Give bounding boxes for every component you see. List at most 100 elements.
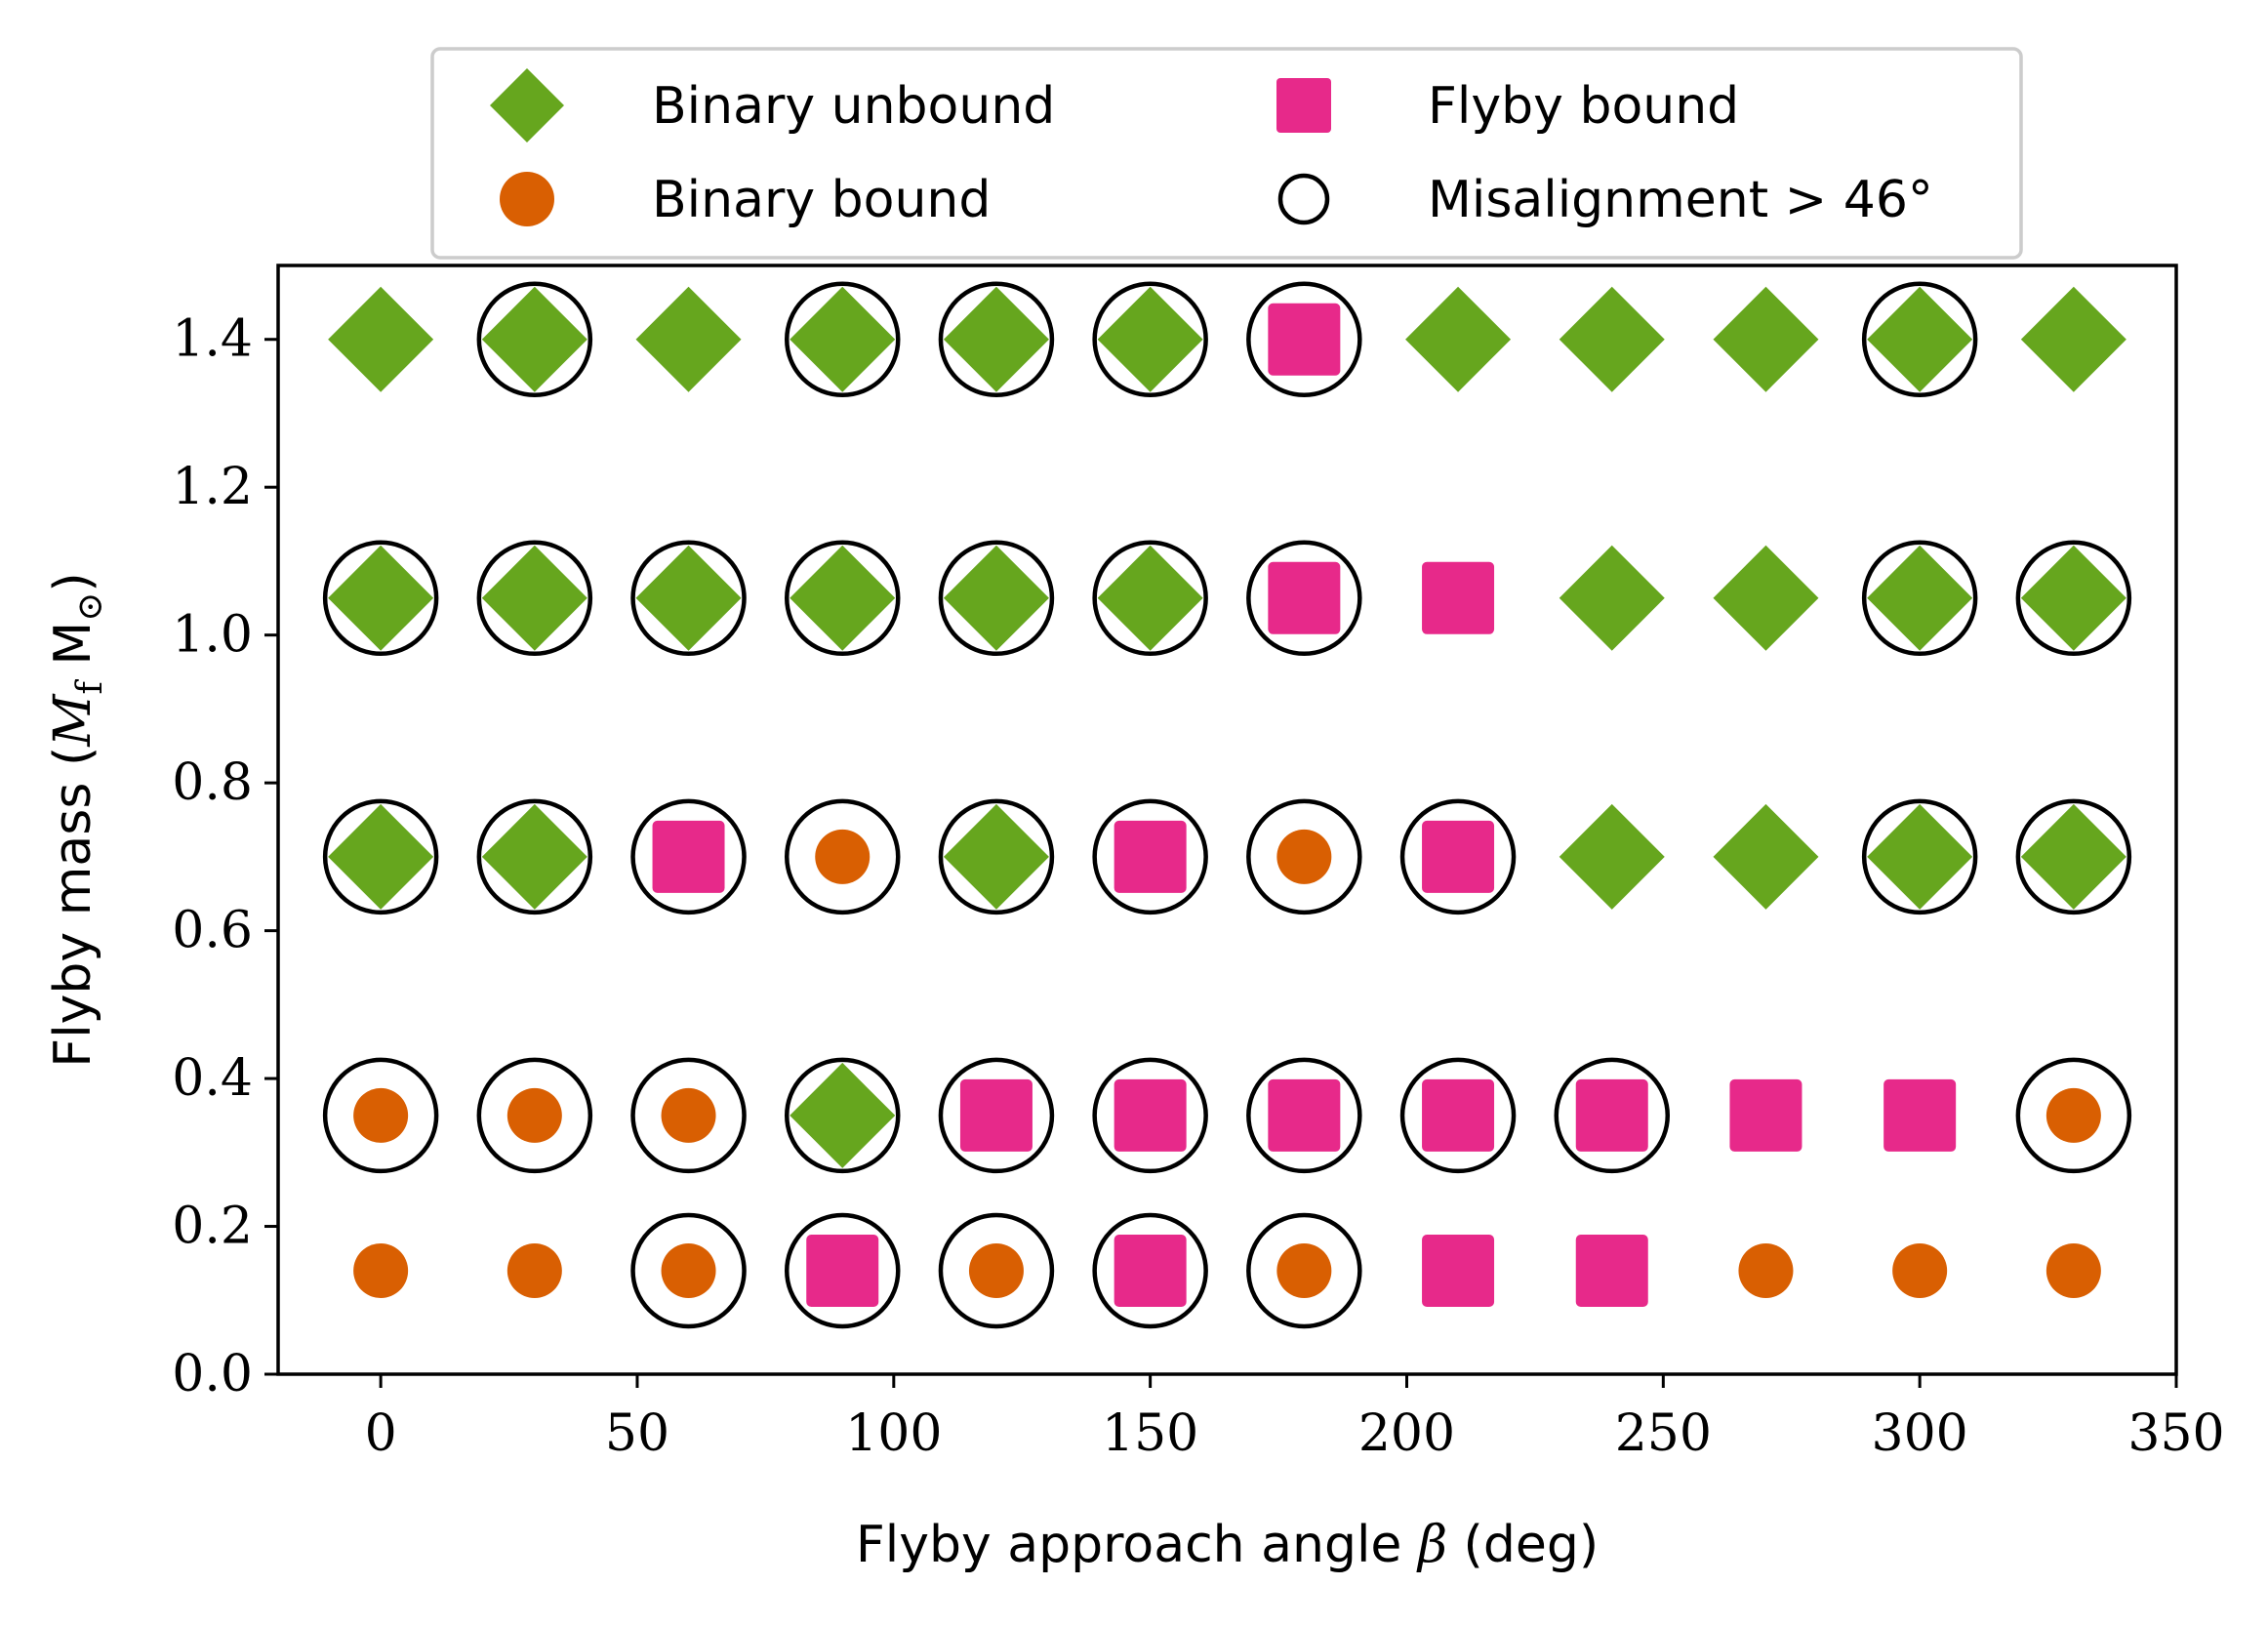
binary-bound-point bbox=[506, 1087, 562, 1143]
flyby-bound-point bbox=[1422, 1078, 1495, 1152]
misalignment-ring bbox=[1861, 798, 1978, 915]
legend-item-flyby-bound: Flyby bound bbox=[1276, 77, 1739, 136]
misalignment-ring bbox=[784, 798, 901, 915]
legend-label: Flyby bound bbox=[1428, 77, 1739, 136]
x-tick-label: 350 bbox=[2127, 1404, 2224, 1463]
binary-unbound-point bbox=[943, 286, 1049, 392]
plot-frame bbox=[276, 264, 2178, 1376]
flyby-bound-point bbox=[1575, 1234, 1648, 1307]
x-axis-label: Flyby approach angle β (deg) bbox=[856, 1516, 1599, 1574]
legend-label: Binary unbound bbox=[652, 77, 1055, 136]
axis-labels: Flyby approach angle β (deg) Flyby mass (… bbox=[44, 572, 1599, 1574]
binary-bound-point bbox=[2045, 1087, 2101, 1143]
misalignment-ring bbox=[1092, 1212, 1208, 1329]
data-points bbox=[322, 281, 2132, 1329]
legend-marker-icon bbox=[500, 172, 554, 226]
binary-unbound-point bbox=[1867, 286, 1973, 392]
flyby-bound-point bbox=[1422, 1234, 1495, 1307]
binary-unbound-point bbox=[635, 545, 742, 651]
binary-unbound-point bbox=[481, 803, 587, 910]
misalignment-ring bbox=[1246, 540, 1362, 657]
flyby-bound-point bbox=[1729, 1078, 1802, 1152]
flyby-bound-point bbox=[1575, 1078, 1648, 1152]
y-tick-label: 0.0 bbox=[172, 1345, 253, 1403]
flyby-bound-point bbox=[1268, 303, 1341, 376]
misalignment-ring bbox=[938, 798, 1055, 915]
misalignment-ring bbox=[630, 540, 747, 657]
x-tick-label: 0 bbox=[365, 1404, 397, 1463]
binary-unbound-point bbox=[481, 286, 587, 392]
misalignment-ring bbox=[1092, 798, 1208, 915]
flyby-bound-point bbox=[1114, 1078, 1187, 1152]
binary-unbound-point bbox=[1097, 545, 1203, 651]
misalignment-ring bbox=[1246, 281, 1362, 397]
misalignment-ring bbox=[784, 1057, 901, 1174]
binary-bound-point bbox=[1276, 829, 1332, 884]
x-tick-label: 100 bbox=[845, 1404, 942, 1463]
binary-unbound-point bbox=[790, 1062, 896, 1168]
legend-label: Misalignment > 46° bbox=[1428, 171, 1933, 229]
misalignment-ring bbox=[2015, 798, 2132, 915]
y-tick-label: 0.4 bbox=[172, 1049, 253, 1108]
binary-unbound-point bbox=[328, 545, 434, 651]
misalignment-ring bbox=[1246, 1212, 1362, 1329]
misalignment-ring bbox=[938, 1057, 1055, 1174]
binary-unbound-point bbox=[1713, 286, 1819, 392]
legend-item-binary-bound: Binary bound bbox=[500, 171, 991, 229]
y-tick-label: 1.4 bbox=[172, 310, 253, 369]
misalignment-ring bbox=[476, 1057, 593, 1174]
x-tick-label: 250 bbox=[1615, 1404, 1712, 1463]
legend-marker-icon bbox=[490, 68, 564, 142]
legend-box bbox=[430, 47, 2023, 260]
binary-unbound-point bbox=[2020, 286, 2126, 392]
binary-unbound-point bbox=[943, 545, 1049, 651]
flyby-bound-point bbox=[1114, 820, 1187, 893]
y-tick-label: 1.0 bbox=[172, 606, 253, 665]
binary-bound-point bbox=[661, 1242, 716, 1298]
misalignment-ring bbox=[630, 1057, 747, 1174]
binary-unbound-point bbox=[1559, 803, 1665, 910]
plot-area bbox=[276, 264, 2178, 1376]
flyby-bound-point bbox=[1883, 1078, 1957, 1152]
binary-unbound-point bbox=[635, 286, 742, 392]
misalignment-ring bbox=[938, 1212, 1055, 1329]
flyby-bound-point bbox=[652, 820, 725, 893]
legend-item-misaligned: Misalignment > 46° bbox=[1277, 171, 1933, 229]
misalignment-ring bbox=[322, 1057, 439, 1174]
misalignment-ring bbox=[322, 540, 439, 657]
binary-unbound-point bbox=[328, 803, 434, 910]
misalignment-ring bbox=[1861, 281, 1978, 397]
binary-bound-point bbox=[1892, 1242, 1948, 1298]
misalignment-ring bbox=[2015, 540, 2132, 657]
x-tick-label: 50 bbox=[605, 1404, 669, 1463]
binary-unbound-point bbox=[2020, 803, 2126, 910]
misalignment-ring bbox=[938, 540, 1055, 657]
legend-marker-icon bbox=[1277, 173, 1330, 225]
misalignment-ring bbox=[476, 540, 593, 657]
misalignment-ring bbox=[630, 1212, 747, 1329]
y-tick-label: 1.2 bbox=[172, 458, 253, 516]
misalignment-ring bbox=[938, 281, 1055, 397]
x-tick-label: 300 bbox=[1872, 1404, 1968, 1463]
y-tick-label: 0.2 bbox=[172, 1198, 253, 1256]
misalignment-ring bbox=[784, 540, 901, 657]
legend: Binary unbound Binary bound Flyby bound Mis… bbox=[430, 47, 2023, 260]
misalignment-ring bbox=[784, 281, 901, 397]
binary-bound-point bbox=[506, 1242, 562, 1298]
binary-unbound-point bbox=[328, 286, 434, 392]
binary-bound-point bbox=[661, 1087, 716, 1143]
misalignment-ring bbox=[784, 1212, 901, 1329]
misalignment-ring bbox=[476, 798, 593, 915]
misalignment-ring bbox=[1246, 798, 1362, 915]
binary-unbound-point bbox=[1713, 545, 1819, 651]
misalignment-ring bbox=[1246, 1057, 1362, 1174]
binary-unbound-point bbox=[1405, 286, 1512, 392]
misalignment-ring bbox=[1861, 540, 1978, 657]
binary-unbound-point bbox=[2020, 545, 2126, 651]
binary-unbound-point bbox=[790, 286, 896, 392]
flyby-bound-point bbox=[1422, 820, 1495, 893]
legend-item-binary-unbound: Binary unbound bbox=[490, 68, 1055, 142]
binary-bound-point bbox=[815, 829, 871, 884]
binary-unbound-point bbox=[943, 803, 1049, 910]
